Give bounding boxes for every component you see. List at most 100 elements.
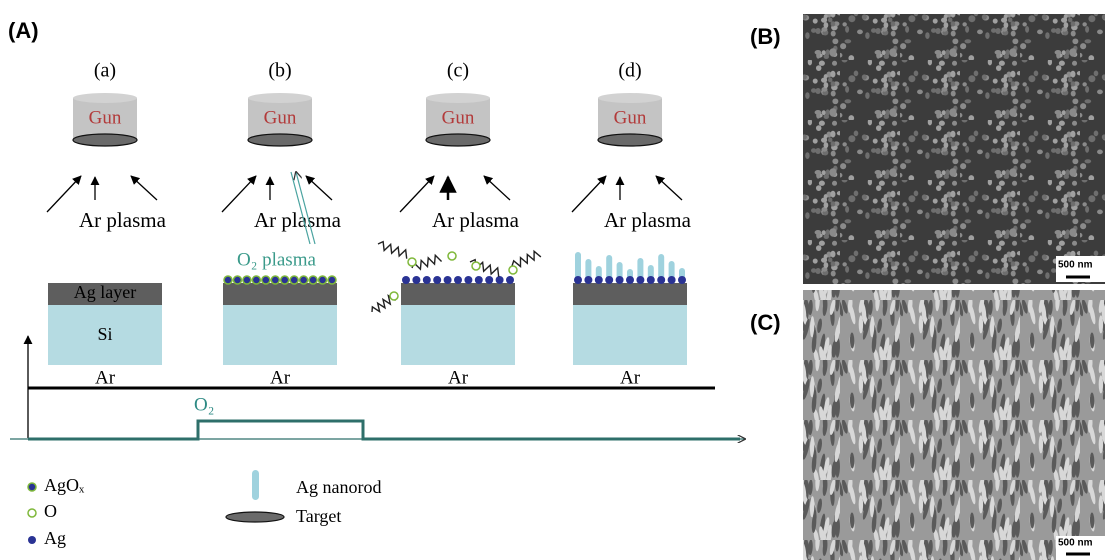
ag-particle	[647, 276, 655, 284]
agox-particle	[233, 276, 241, 284]
sputter-wave	[377, 240, 410, 258]
gas-label: Ar	[95, 367, 116, 388]
agox-particle	[252, 276, 260, 284]
o2-gas-label: O₂	[194, 394, 214, 415]
legend-label: Ag	[44, 528, 66, 548]
gun-label: Gun	[89, 107, 122, 128]
agox-particle	[281, 276, 289, 284]
target	[73, 134, 137, 146]
legend-ag	[28, 536, 36, 544]
legend-nanorod	[252, 470, 259, 500]
ag-particle	[574, 276, 582, 284]
ag-particle	[423, 276, 431, 284]
ag-particle	[444, 276, 452, 284]
agox-particle	[300, 276, 308, 284]
agox-particle	[224, 276, 232, 284]
agox-particle	[271, 276, 279, 284]
agox-particle	[319, 276, 327, 284]
legend-agox	[28, 483, 36, 491]
ag-particle	[605, 276, 613, 284]
stage-label: (a)	[94, 60, 116, 82]
legend-label: Ag nanorod	[296, 477, 381, 497]
arrow	[400, 176, 434, 212]
gun-top	[248, 93, 312, 103]
si-substrate	[401, 305, 515, 365]
gun-top	[598, 93, 662, 103]
stage-label: (c)	[447, 60, 469, 82]
legend-label: AgOₓ	[44, 475, 85, 495]
legend-label: Target	[296, 506, 341, 526]
panel-label: (A)	[8, 18, 39, 43]
gun-top	[426, 93, 490, 103]
agox-particle	[262, 276, 270, 284]
o-atom	[448, 252, 456, 260]
sem-image	[803, 290, 1105, 560]
figure: (A) (a) Gun Ar plasma Ar (b) Gun Ar plasma Ar (c)…	[0, 0, 1105, 560]
ag-particle	[616, 276, 624, 284]
o2-flow	[28, 421, 740, 439]
ag-particle	[485, 276, 493, 284]
ag-particle	[584, 276, 592, 284]
ag-layer-label: Ag layer	[74, 282, 136, 302]
legend-label: O	[44, 501, 57, 521]
plasma-label: Ar plasma	[604, 208, 692, 232]
si-substrate	[573, 305, 687, 365]
scale-bar-label: 500 nm	[1058, 260, 1093, 271]
gas-label: Ar	[270, 367, 291, 388]
agox-particle	[290, 276, 298, 284]
plasma-label: Ar plasma	[254, 208, 342, 232]
ag-particle	[678, 276, 686, 284]
arrow	[131, 176, 157, 200]
sem-image	[803, 14, 1105, 284]
legend-o	[28, 509, 36, 517]
ag-layer	[401, 283, 515, 305]
panel-label: (B)	[750, 24, 781, 49]
ag-particle	[464, 276, 472, 284]
gas-label: Ar	[620, 367, 641, 388]
o-atom	[472, 262, 480, 270]
plasma-label: Ar plasma	[79, 208, 167, 232]
gun-label: Gun	[442, 107, 475, 128]
ag-particle	[626, 276, 634, 284]
si-substrate	[223, 305, 337, 365]
ag-particle	[595, 276, 603, 284]
o-atom	[390, 292, 398, 300]
ag-particle	[433, 276, 441, 284]
stage-label: (b)	[268, 60, 291, 82]
gun-label: Gun	[264, 107, 297, 128]
target	[248, 134, 312, 146]
stage-label: (d)	[618, 60, 641, 82]
arrow	[484, 176, 510, 200]
ag-particle	[657, 276, 665, 284]
ag-particle	[402, 276, 410, 284]
ag-particle	[668, 276, 676, 284]
ag-particle	[636, 276, 644, 284]
gun-top	[73, 93, 137, 103]
ag-layer	[573, 283, 687, 305]
o2-plasma-label: O₂ plasma	[237, 249, 316, 270]
o-atom	[509, 266, 517, 274]
arrow	[656, 176, 682, 200]
arrow	[306, 176, 332, 200]
ag-particle	[475, 276, 483, 284]
plasma-label: Ar plasma	[432, 208, 520, 232]
panel-label: (C)	[750, 310, 781, 335]
arrow	[572, 176, 606, 212]
ag-particle	[454, 276, 462, 284]
scale-bar-label: 500 nm	[1058, 538, 1093, 549]
legend-target	[226, 512, 284, 522]
arrow	[222, 176, 256, 212]
ag-particle	[412, 276, 420, 284]
si-label: Si	[97, 324, 112, 344]
ag-particle	[506, 276, 514, 284]
agox-particle	[328, 276, 336, 284]
o-atom	[408, 258, 416, 266]
ag-layer	[223, 283, 337, 305]
agox-particle	[309, 276, 317, 284]
gas-label: Ar	[448, 367, 469, 388]
ag-particle	[496, 276, 504, 284]
gun-label: Gun	[614, 107, 647, 128]
agox-particle	[243, 276, 251, 284]
target	[426, 134, 490, 146]
target	[598, 134, 662, 146]
